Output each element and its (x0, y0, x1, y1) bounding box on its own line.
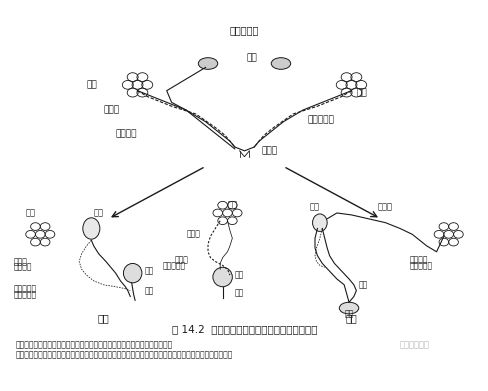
Ellipse shape (82, 218, 100, 239)
Text: 注意在未分化性腺中缪勒氏管和乌尔夫氏管二者都存在。乌尔夫氏管的区域、: 注意在未分化性腺中缪勒氏管和乌尔夫氏管二者都存在。乌尔夫氏管的区域、 (16, 341, 173, 350)
Text: 附睾: 附睾 (25, 208, 36, 217)
Text: 下部的乌尔夫氏管正常应形成附睾，如果它与上部（精囊）乌尔夫氏管的间质共同培养，将发育为精囊组织: 下部的乌尔夫氏管正常应形成附睾，如果它与上部（精囊）乌尔夫氏管的间质共同培养，将… (16, 350, 233, 359)
Text: 中肾: 中肾 (356, 88, 366, 97)
Text: 缪勒氏管: 缪勒氏管 (116, 129, 137, 138)
Text: 图 14.2  哺乳动物性腺及其生殖管道发育的概况: 图 14.2 哺乳动物性腺及其生殖管道发育的概况 (171, 325, 317, 334)
Text: 乌尔夫氏管: 乌尔夫氏管 (307, 115, 334, 124)
Text: 雌性: 雌性 (345, 313, 357, 323)
Text: 缪勒氏管: 缪勒氏管 (14, 263, 32, 272)
Text: 乌尔夫氏管: 乌尔夫氏管 (14, 284, 37, 293)
Text: 微信学习时间: 微信学习时间 (399, 341, 429, 350)
Text: 乌尔夫氏管: 乌尔夫氏管 (163, 261, 186, 270)
Text: 尿道: 尿道 (144, 286, 154, 295)
Text: 输尿管: 输尿管 (186, 230, 201, 239)
Text: 输卵管: 输卵管 (377, 203, 392, 212)
Text: 退化的: 退化的 (174, 255, 188, 264)
Ellipse shape (339, 302, 358, 314)
Text: 膀胱: 膀胱 (144, 267, 154, 276)
Text: （输卵管）: （输卵管） (409, 261, 432, 270)
Text: 后肾: 后肾 (86, 81, 97, 90)
Text: 泄殖腔: 泄殖腔 (261, 146, 277, 155)
Text: 输尿管: 输尿管 (103, 106, 120, 115)
Text: （输精管）: （输精管） (14, 290, 37, 299)
Ellipse shape (312, 214, 326, 231)
Ellipse shape (198, 58, 217, 69)
Text: 睾丸: 睾丸 (93, 208, 103, 217)
Ellipse shape (123, 264, 142, 283)
Text: 性别未分化: 性别未分化 (229, 25, 259, 36)
Text: 性腺: 性腺 (246, 53, 257, 62)
Text: 缪勒氏管: 缪勒氏管 (409, 255, 427, 264)
Ellipse shape (271, 58, 290, 69)
Text: 后肾: 后肾 (227, 201, 237, 210)
Ellipse shape (212, 267, 232, 287)
Text: 尿道: 尿道 (234, 289, 244, 298)
Text: 子宫: 子宫 (358, 280, 367, 289)
Text: 卵巢: 卵巢 (309, 203, 319, 212)
Text: 膀胱: 膀胱 (234, 271, 244, 280)
Text: 阴道: 阴道 (344, 309, 353, 318)
Text: 雄性: 雄性 (98, 313, 109, 323)
Text: 退化的: 退化的 (14, 257, 27, 266)
